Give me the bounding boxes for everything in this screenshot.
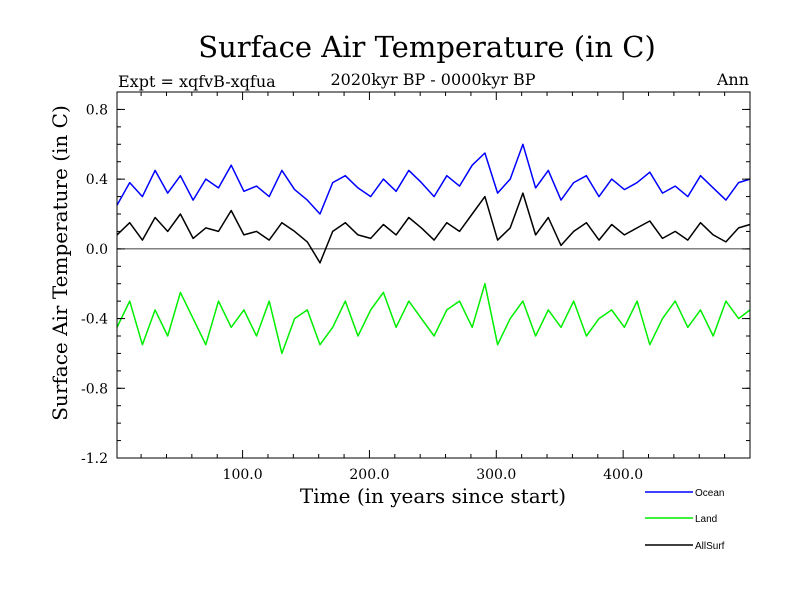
y-tick-label: -0.4 bbox=[81, 312, 108, 328]
y-tick-label: 0.4 bbox=[86, 172, 108, 188]
x-axis-label: Time (in years since start) bbox=[300, 484, 566, 508]
experiment-label: Expt = xqfvB-xqfua bbox=[118, 72, 276, 91]
x-tick-label: 400.0 bbox=[603, 467, 643, 483]
x-tick-label: 200.0 bbox=[349, 467, 389, 483]
y-axis-label: Surface Air Temperature (in C) bbox=[48, 105, 72, 421]
axis-layer: -1.2 -0.8 -0.4 0.0 0.4 0.8 100.0 200.0 300.0 400.… bbox=[81, 91, 750, 483]
chart-title: Surface Air Temperature (in C) bbox=[198, 30, 656, 64]
series-line-ocean bbox=[116, 143, 751, 215]
legend-label-land: Land bbox=[695, 514, 717, 525]
x-tick-label: 100.0 bbox=[223, 467, 263, 483]
y-tick-label: 0.8 bbox=[86, 102, 108, 118]
series-line-allsurf bbox=[116, 192, 751, 264]
y-tick-label: -1.2 bbox=[81, 451, 108, 467]
legend-label-allsurf: AllSurf bbox=[695, 541, 725, 552]
x-tick-label: 300.0 bbox=[476, 467, 516, 483]
series-layer bbox=[116, 143, 751, 355]
legend-label-ocean: Ocean bbox=[695, 488, 724, 499]
chart-subtitle: 2020kyr BP - 0000kyr BP bbox=[331, 70, 536, 89]
y-tick-label: -0.8 bbox=[81, 381, 108, 397]
season-label: Ann bbox=[716, 70, 749, 89]
plot-frame bbox=[116, 91, 751, 459]
legend: Ocean Land AllSurf bbox=[645, 488, 725, 552]
y-tick-label: 0.0 bbox=[86, 242, 108, 258]
series-line-land bbox=[116, 282, 751, 355]
